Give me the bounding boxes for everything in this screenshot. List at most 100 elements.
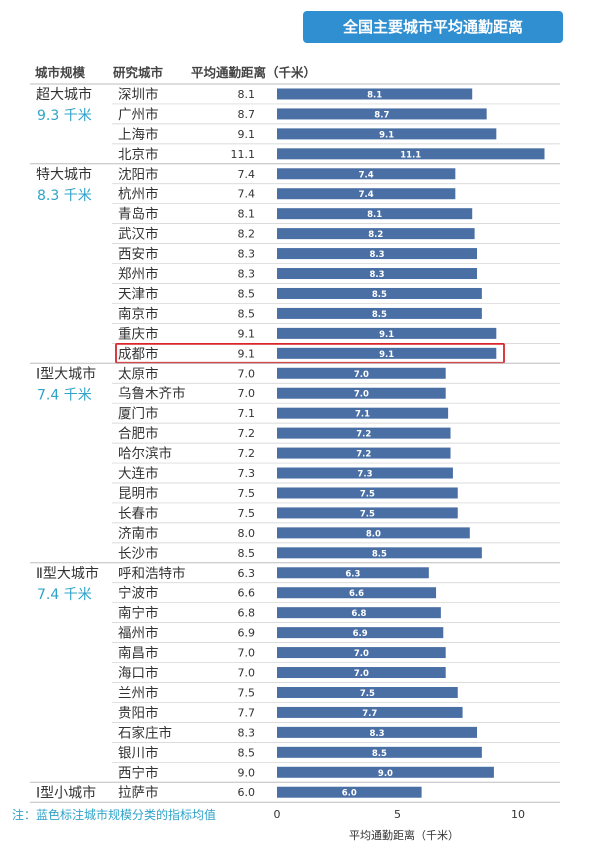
bar-data-label: 8.3 <box>369 729 384 739</box>
city-label: 西宁市 <box>118 764 159 781</box>
bar <box>277 467 453 479</box>
city-label: 宁波市 <box>118 585 159 602</box>
bar <box>277 587 437 599</box>
value-label: 8.5 <box>238 746 256 759</box>
header-city: 研究城市 <box>113 65 164 80</box>
bar <box>277 287 482 299</box>
city-label: 合肥市 <box>118 425 159 442</box>
city-label: 乌鲁木齐市 <box>118 385 186 402</box>
bar <box>277 307 482 319</box>
group-name: 超大城市 <box>36 86 92 103</box>
bar <box>277 607 441 619</box>
group-average: 9.3 千米 <box>37 108 92 124</box>
bar-data-label: 7.2 <box>356 450 371 460</box>
city-label: 长春市 <box>118 505 159 522</box>
bar <box>277 547 482 559</box>
city-label: 长沙市 <box>118 545 159 562</box>
city-label: 大连市 <box>118 465 159 482</box>
x-tick-label: 5 <box>394 808 401 821</box>
city-label: 郑州市 <box>118 266 159 283</box>
bar <box>277 647 446 659</box>
value-label: 7.5 <box>238 507 256 520</box>
city-label: 西安市 <box>118 246 159 263</box>
bar-data-label: 11.1 <box>400 150 421 160</box>
bar-data-label: 7.0 <box>354 370 369 380</box>
bar <box>277 447 451 459</box>
bar <box>277 367 446 379</box>
city-label: 广州市 <box>118 106 159 123</box>
value-label: 6.8 <box>238 607 256 620</box>
value-label: 6.9 <box>238 627 256 640</box>
bar-data-label: 6.0 <box>342 789 357 799</box>
city-label: 海口市 <box>118 665 159 682</box>
city-label: 昆明市 <box>118 485 159 502</box>
bar <box>277 706 463 718</box>
bar <box>277 327 497 339</box>
value-label: 11.1 <box>231 148 256 161</box>
city-label: 深圳市 <box>118 86 159 103</box>
bar-data-label: 7.0 <box>354 649 369 659</box>
value-label: 8.1 <box>238 88 256 101</box>
value-label: 8.5 <box>238 547 256 560</box>
value-label: 7.4 <box>238 188 256 201</box>
bar-data-label: 8.5 <box>372 290 387 300</box>
city-label: 南京市 <box>118 305 159 322</box>
value-label: 8.1 <box>238 208 256 221</box>
bar-data-label: 9.1 <box>379 130 394 140</box>
bar-data-label: 7.3 <box>357 470 372 480</box>
value-label: 7.0 <box>238 647 256 660</box>
bar-data-label: 8.3 <box>369 270 384 280</box>
group-name: Ⅰ型小城市 <box>36 784 96 801</box>
header-distance: 平均通勤距离（千米） <box>191 65 317 80</box>
city-label: 北京市 <box>118 146 159 163</box>
bar <box>277 148 545 160</box>
city-label: 银川市 <box>118 744 159 761</box>
value-label: 9.1 <box>238 347 256 360</box>
value-label: 7.3 <box>238 467 256 480</box>
bar-data-label: 6.6 <box>349 589 364 599</box>
city-label: 重庆市 <box>118 325 159 342</box>
bar-data-label: 7.5 <box>360 489 375 499</box>
bar <box>277 786 422 798</box>
group-name: Ⅰ型大城市 <box>36 365 96 382</box>
bar-data-label: 6.3 <box>345 569 360 579</box>
bar-data-label: 8.7 <box>374 110 389 120</box>
city-label: 呼和浩特市 <box>118 565 186 582</box>
value-label: 8.7 <box>238 108 256 121</box>
value-label: 8.5 <box>238 287 256 300</box>
bar <box>277 567 429 579</box>
bar <box>277 228 475 240</box>
bar-data-label: 7.0 <box>354 390 369 400</box>
bar <box>277 108 487 120</box>
city-label: 南昌市 <box>118 645 159 662</box>
value-label: 7.2 <box>238 447 256 460</box>
city-label: 济南市 <box>118 525 159 542</box>
bar <box>277 686 458 698</box>
city-label: 上海市 <box>118 126 159 143</box>
bar-data-label: 6.9 <box>353 629 368 639</box>
bar-data-label: 8.1 <box>367 90 382 100</box>
city-label: 太原市 <box>118 365 159 382</box>
value-label: 8.0 <box>238 527 256 540</box>
city-label: 沈阳市 <box>118 166 159 183</box>
value-label: 8.5 <box>238 307 256 320</box>
bar-data-label: 7.4 <box>359 190 374 200</box>
group-name: 特大城市 <box>36 166 92 183</box>
city-label: 哈尔滨市 <box>118 445 172 462</box>
bar <box>277 627 444 639</box>
value-label: 8.2 <box>238 228 256 241</box>
value-label: 7.2 <box>238 427 256 440</box>
bar-data-label: 7.5 <box>360 689 375 699</box>
bar-data-label: 8.0 <box>366 529 381 539</box>
city-label: 石家庄市 <box>118 724 172 741</box>
city-label: 天津市 <box>118 285 159 302</box>
group-average: 8.3 千米 <box>37 188 92 204</box>
value-label: 7.7 <box>238 706 256 719</box>
bar <box>277 88 473 100</box>
bar-data-label: 7.1 <box>355 410 370 420</box>
value-label: 7.0 <box>238 387 256 400</box>
bar <box>277 746 482 758</box>
bar <box>277 407 449 419</box>
bar <box>277 766 494 778</box>
city-label: 厦门市 <box>118 405 159 422</box>
